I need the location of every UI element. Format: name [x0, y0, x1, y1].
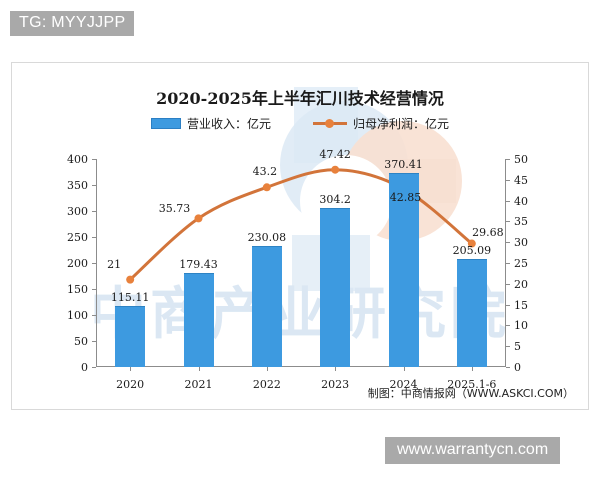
y-axis-right-label: 10 — [514, 319, 528, 333]
x-axis-label: 2023 — [321, 378, 350, 391]
bar-value-label: 205.09 — [452, 244, 492, 258]
y-axis-right-tick — [506, 325, 510, 327]
y-axis-left-tick — [92, 263, 96, 264]
x-axis-label: 2020 — [116, 378, 145, 391]
top-watermark-badge: TG: MYYJJPP — [10, 11, 135, 36]
y-axis-right-tick — [506, 283, 510, 285]
y-axis-right-line — [505, 159, 506, 367]
bar-value-label: 230.08 — [247, 231, 287, 245]
legend-bar-swatch-icon — [150, 118, 181, 129]
bar-2024 — [388, 173, 419, 367]
y-axis-left-tick — [92, 289, 96, 290]
y-axis-right-label: 25 — [514, 257, 528, 270]
y-axis-left-label: 400 — [67, 153, 88, 166]
y-axis-left-label: 0 — [81, 361, 88, 374]
y-axis-right-label: 30 — [514, 236, 528, 250]
bar-value-label: 179.43 — [179, 257, 218, 271]
y-axis-left-label: 100 — [67, 309, 88, 322]
x-axis-tick — [130, 367, 132, 371]
x-axis-tick — [266, 367, 268, 371]
line-value-label: 29.68 — [472, 225, 504, 239]
x-axis-tick — [335, 367, 337, 371]
chart-legend: 营业收入：亿元 归母净利润：亿元 — [12, 115, 588, 132]
y-axis-right-label: 45 — [514, 173, 528, 187]
y-axis-left-label: 150 — [67, 283, 88, 296]
legend-line-swatch-icon — [313, 118, 347, 129]
y-axis-left-tick — [92, 237, 96, 238]
bar-value-label: 115.11 — [110, 291, 150, 305]
y-axis-left-tick — [92, 211, 96, 212]
y-axis-left-tick — [92, 315, 96, 316]
bar-value-label: 304.2 — [319, 192, 351, 206]
y-axis-right-label: 20 — [514, 277, 528, 291]
source-note: 制图：中商情报网（WWW.ASKCI.COM） — [367, 387, 574, 400]
bar-2022 — [251, 246, 282, 367]
line-value-label: 35.73 — [158, 202, 191, 216]
bar-2023 — [320, 207, 351, 367]
legend-label-revenue: 营业收入：亿元 — [186, 117, 271, 131]
x-axis-tick — [403, 367, 405, 371]
y-axis-right-tick — [506, 221, 510, 223]
x-axis-label: 2022 — [252, 378, 281, 391]
bar-2020 — [115, 306, 146, 367]
bottom-watermark-badge: www.warrantycn.com — [385, 437, 561, 464]
y-axis-right-label: 0 — [514, 361, 521, 374]
y-axis-left-label: 350 — [67, 179, 88, 192]
x-axis-label: 2025.1-6 — [447, 378, 497, 391]
line-value-label: 47.42 — [319, 147, 351, 161]
y-axis-right-label: 35 — [514, 215, 528, 229]
line-value-label: 42.85 — [389, 190, 422, 204]
legend-item-profit: 归母净利润：亿元 — [313, 115, 449, 132]
y-axis-right-tick — [506, 346, 510, 348]
line-value-label: 43.2 — [252, 165, 278, 179]
chart-title: 2020-2025年上半年汇川技术经营情况 — [156, 89, 444, 108]
y-axis-left-label: 200 — [67, 257, 88, 270]
y-axis-left-tick — [92, 185, 96, 186]
y-axis-right-tick — [506, 367, 510, 368]
legend-label-profit: 归母净利润：亿元 — [353, 117, 450, 131]
x-axis-label: 2021 — [184, 378, 213, 391]
profit-line-series — [126, 165, 476, 284]
y-axis-left-label: 300 — [67, 205, 88, 218]
y-axis-right-label: 50 — [514, 153, 528, 166]
plot-area: 0 50 100 150 200 250 300 350 400 0 5 10 15 20 25 30 35 40… — [67, 148, 528, 391]
y-axis-left-label: 50 — [74, 335, 88, 348]
x-axis-tick — [198, 367, 200, 371]
legend-item-revenue: 营业收入：亿元 — [150, 115, 271, 132]
y-axis-right-tick — [506, 159, 510, 160]
x-axis-label: 2024 — [389, 378, 418, 391]
x-axis-line — [96, 366, 506, 367]
y-axis-right-tick — [506, 242, 510, 244]
bar-2021 — [183, 272, 214, 367]
y-axis-left-tick — [92, 159, 96, 160]
y-axis-right-label: 40 — [514, 194, 528, 208]
x-axis-tick — [471, 367, 473, 371]
y-axis-left-tick — [92, 341, 96, 342]
line-value-label: 21 — [107, 257, 122, 271]
y-axis-right-label: 5 — [514, 340, 521, 354]
y-axis-left-label: 250 — [67, 231, 88, 244]
y-axis-left-tick — [92, 367, 96, 368]
y-axis-left-line — [96, 159, 97, 367]
chart-panel: 中商产业研究院 2020-2025年上半年汇川技术经营情况 营业收入：亿元 归母… — [11, 62, 589, 410]
bar-2025.1-6 — [456, 259, 487, 367]
y-axis-right-tick — [506, 200, 510, 202]
y-axis-right-tick — [506, 179, 510, 181]
y-axis-right-tick — [506, 263, 510, 264]
y-axis-right-label: 15 — [514, 298, 528, 312]
bar-value-label: 370.41 — [384, 158, 423, 172]
y-axis-right-tick — [506, 304, 510, 306]
